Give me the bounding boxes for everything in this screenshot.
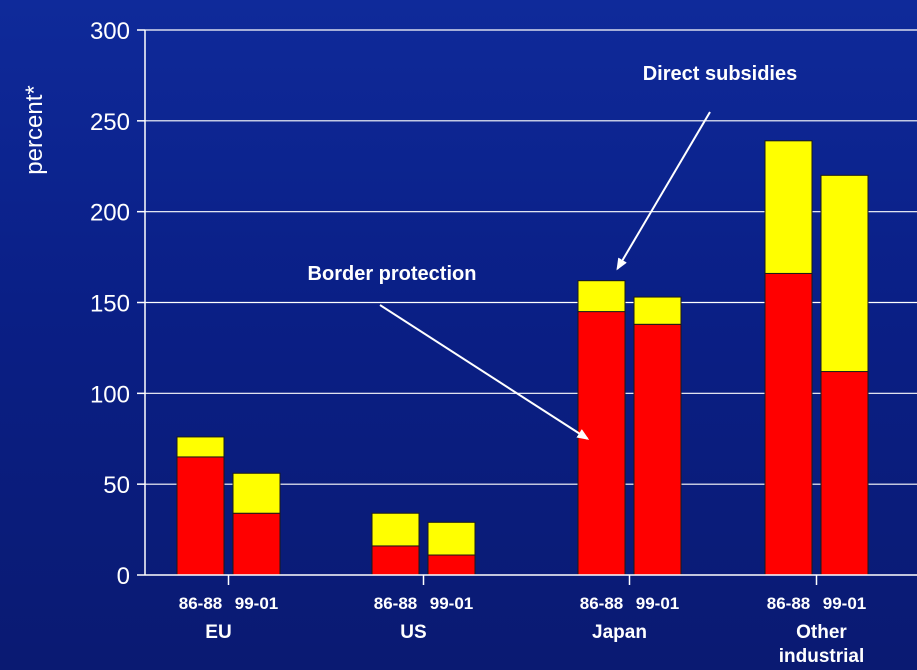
y-axis-label: percent* <box>21 85 48 174</box>
group-label: Japan <box>592 622 647 643</box>
y-tick-label: 150 <box>90 291 130 318</box>
annotation-label: Direct subsidies <box>643 63 798 85</box>
bar-border-protection <box>176 456 225 576</box>
bar-direct-subsidies <box>371 512 420 547</box>
bar-border-protection <box>764 272 813 576</box>
bar-direct-subsidies <box>764 140 813 274</box>
y-tick-label: 100 <box>90 381 130 408</box>
bar-border-protection <box>371 545 420 576</box>
bar-border-protection <box>820 371 869 576</box>
bar-direct-subsidies <box>232 472 281 514</box>
y-tick-label: 250 <box>90 109 130 136</box>
x-tick-label: 99-01 <box>823 594 866 613</box>
annotation-label: Border protection <box>308 263 477 285</box>
bar-border-protection <box>427 554 476 576</box>
annotations: Direct subsidies Border protection <box>308 63 798 440</box>
y-tick-label: 200 <box>90 200 130 227</box>
bar-border-protection <box>633 323 682 576</box>
x-tick-label: 99-01 <box>636 594 679 613</box>
y-tick-label: 300 <box>90 18 130 45</box>
bar-direct-subsidies <box>427 521 476 556</box>
group-label: EU <box>205 622 231 643</box>
bar-border-protection <box>577 311 626 576</box>
group-label: Other <box>796 622 847 643</box>
group-label: US <box>400 622 426 643</box>
x-tick-label: 86-88 <box>179 594 222 613</box>
bar-border-protection <box>232 512 281 576</box>
x-tick-label: 86-88 <box>767 594 810 613</box>
x-tick-label: 99-01 <box>235 594 278 613</box>
x-tick-label: 99-01 <box>430 594 473 613</box>
y-tick-label: 50 <box>103 472 130 499</box>
bars <box>176 140 869 576</box>
x-tick-label: 86-88 <box>580 594 623 613</box>
bar-direct-subsidies <box>176 436 225 458</box>
x-tick-label: 86-88 <box>374 594 417 613</box>
bar-direct-subsidies <box>633 296 682 325</box>
bar-direct-subsidies <box>577 280 626 313</box>
bar-direct-subsidies <box>820 174 869 373</box>
y-tick-label: 0 <box>117 563 130 590</box>
group-label: industrial <box>779 646 865 667</box>
axes <box>137 29 917 585</box>
annotation-arrow <box>616 111 711 271</box>
annotation-arrow <box>379 304 590 440</box>
